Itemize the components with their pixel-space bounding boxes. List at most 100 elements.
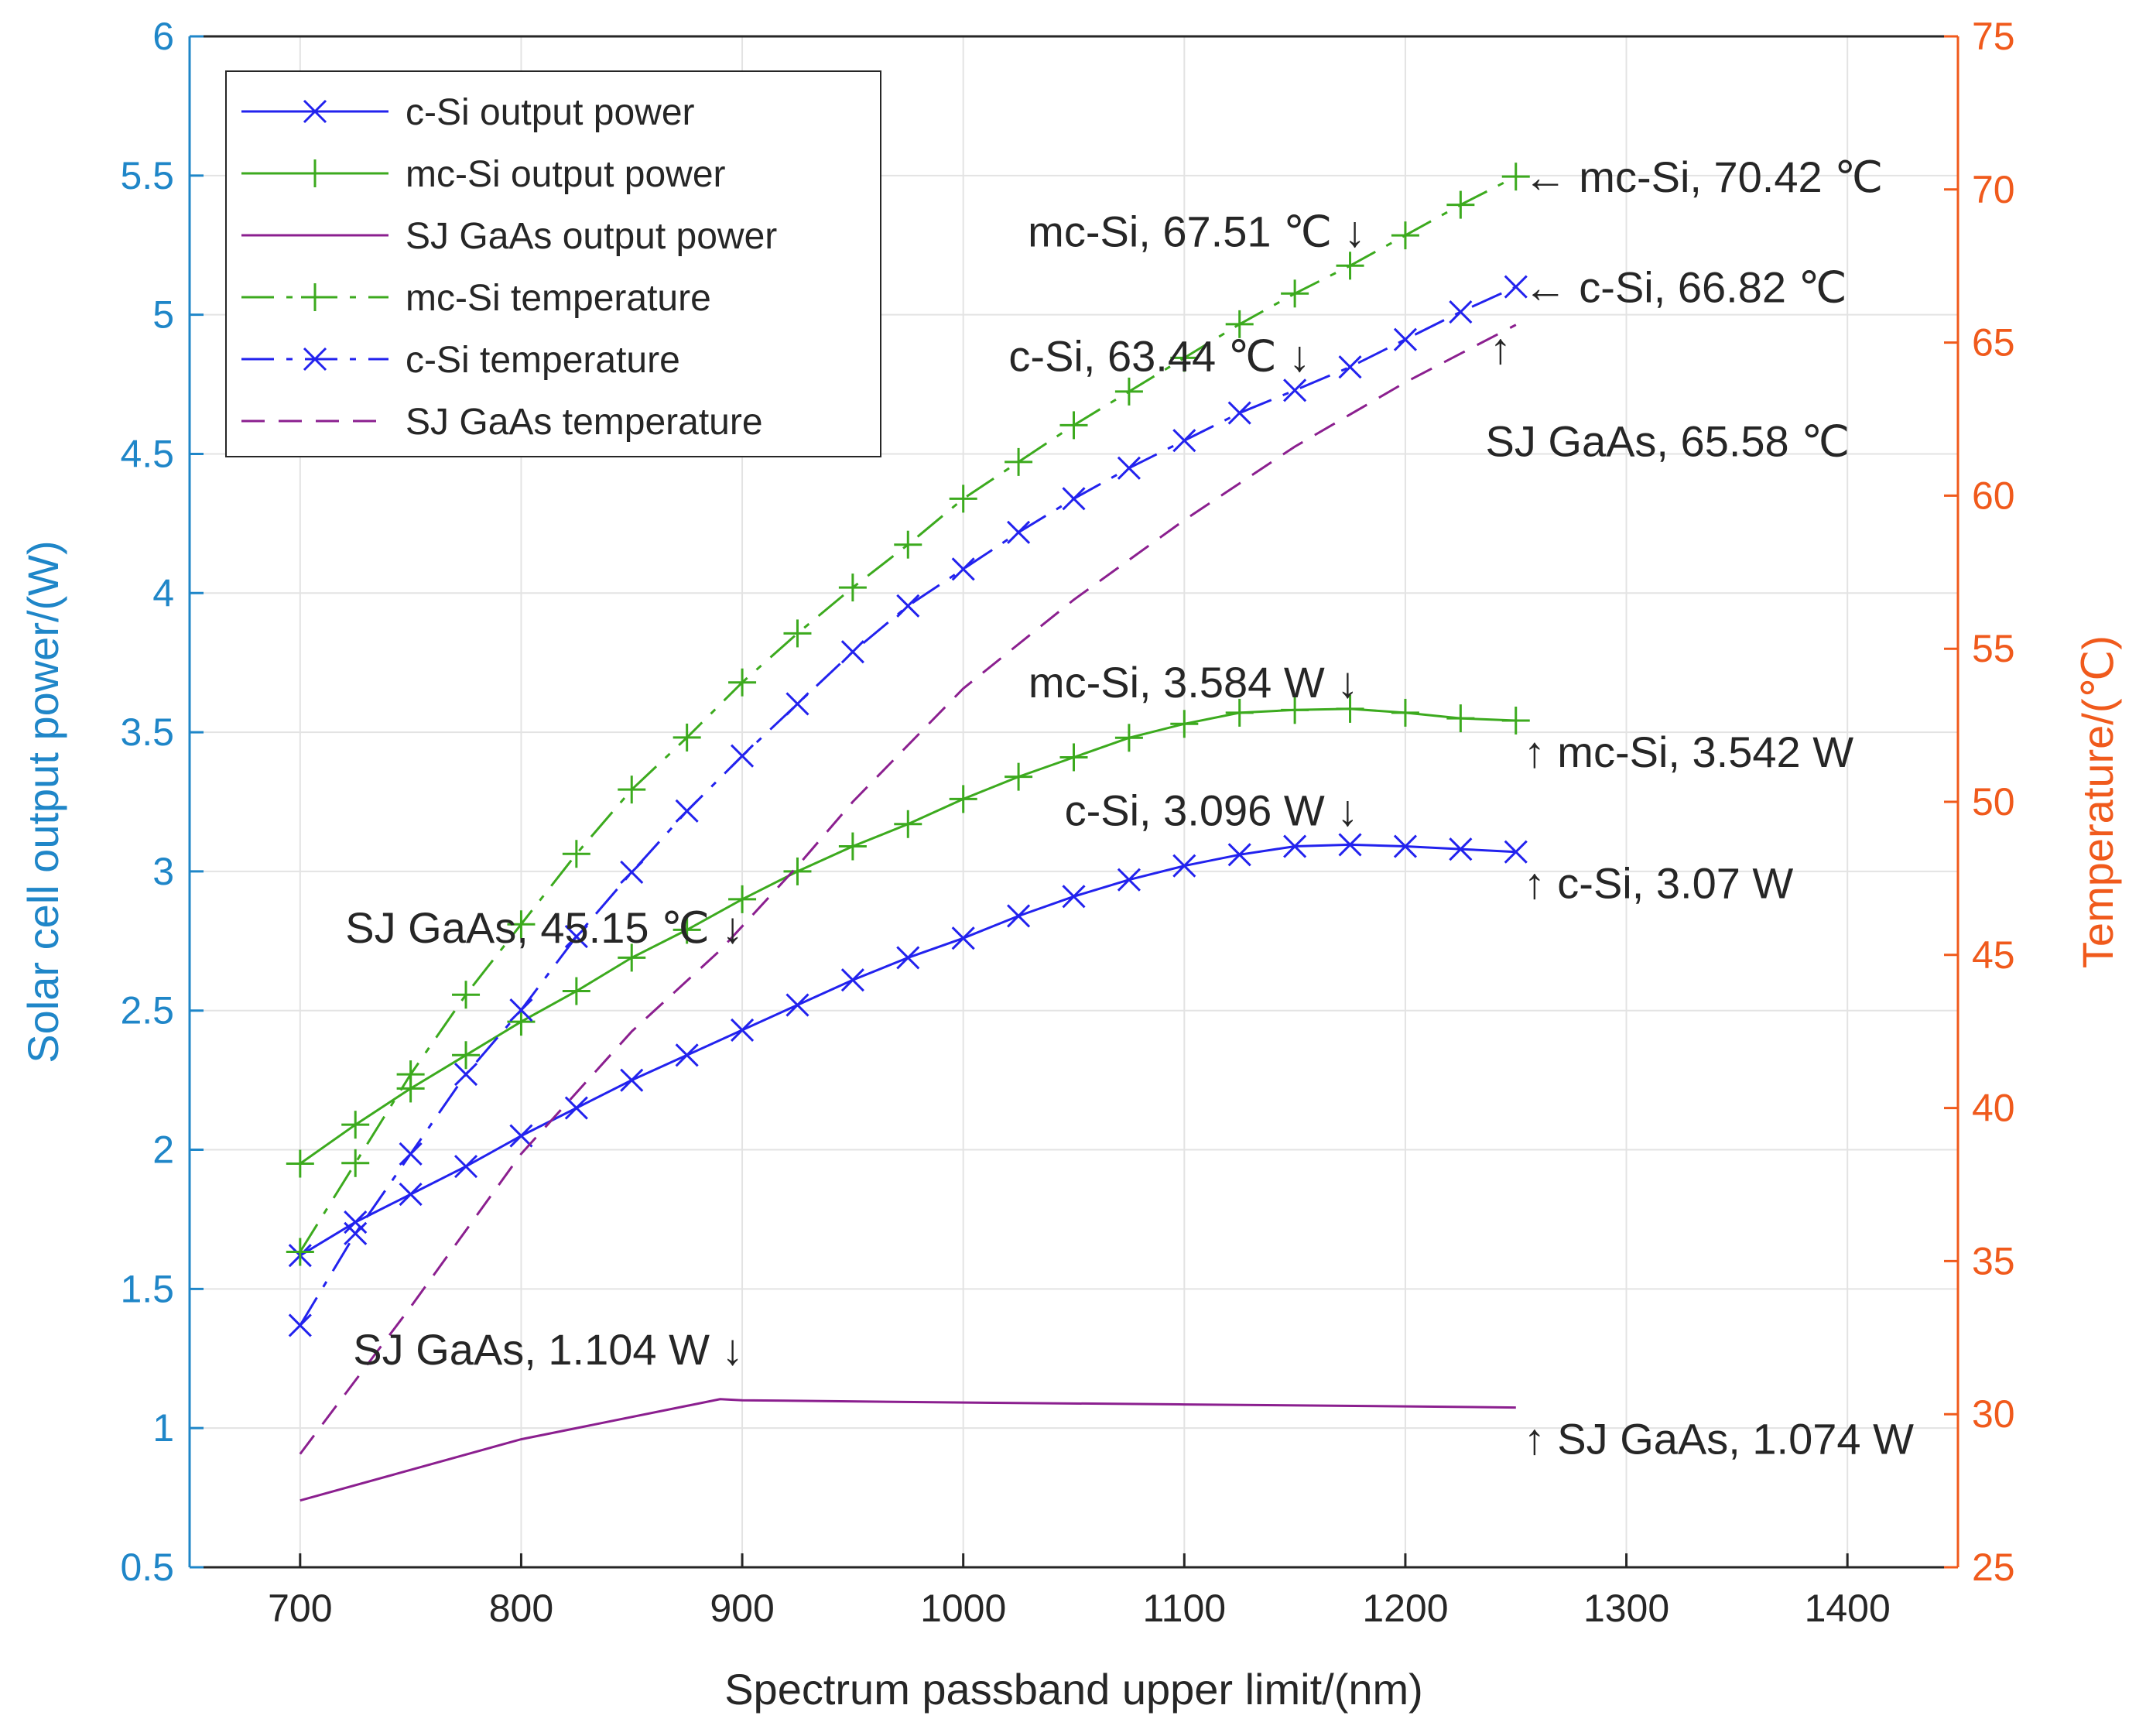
x-tick-label: 1100 <box>1143 1587 1227 1630</box>
annotation-label: SJ GaAs, 65.58 ℃ <box>1485 417 1850 466</box>
data-point-marker <box>1336 252 1364 280</box>
data-point-marker <box>1504 275 1528 299</box>
left-y-tick-label: 1.5 <box>120 1267 174 1310</box>
annotation-label: SJ GaAs, 45.15 ℃ ↓ <box>345 903 743 952</box>
data-point-marker <box>1062 487 1086 511</box>
data-point-marker <box>344 1221 368 1245</box>
data-point-marker <box>288 1313 312 1337</box>
data-point-marker <box>728 885 757 913</box>
right-y-tick-label: 75 <box>1972 15 2015 58</box>
data-point-marker <box>1449 300 1473 324</box>
data-point-marker <box>396 1060 425 1089</box>
marker-stroke <box>509 998 533 1022</box>
legend-label: c-Si output power <box>406 92 695 133</box>
left-y-tick-label: 3.5 <box>120 710 174 754</box>
left-y-tick-label: 1 <box>152 1406 174 1450</box>
data-point-marker <box>1005 447 1033 476</box>
left-y-tick-label: 5.5 <box>120 154 174 197</box>
x-tick-label: 900 <box>710 1587 774 1630</box>
data-point-marker <box>286 1149 314 1178</box>
marker-stroke <box>675 799 699 823</box>
data-point-marker <box>507 1008 536 1036</box>
left-y-tick-label: 3 <box>152 850 174 893</box>
legend-item: SJ GaAs output power <box>241 216 777 257</box>
data-point-marker <box>399 1142 423 1166</box>
marker-stroke <box>454 1155 478 1179</box>
data-point-marker <box>1283 834 1307 858</box>
marker-stroke <box>454 1063 478 1087</box>
annotation-label: ↑ SJ GaAs, 1.074 W <box>1524 1415 1914 1464</box>
left-y-tick-label: 2.5 <box>120 989 174 1032</box>
data-point-marker <box>1227 401 1251 425</box>
x-tick-label: 1200 <box>1362 1587 1448 1630</box>
data-point-marker <box>949 485 977 513</box>
data-point-marker <box>1338 833 1362 857</box>
data-point-marker <box>454 1063 478 1087</box>
data-point-marker <box>452 1041 481 1070</box>
right-y-axis-title: Temperature/(℃) <box>2073 635 2122 968</box>
data-point-marker <box>1446 704 1475 733</box>
x-tick-label: 1300 <box>1583 1587 1669 1630</box>
data-point-marker <box>1117 456 1141 480</box>
marker-stroke <box>509 1124 533 1148</box>
annotation-label: ↑ <box>1490 324 1511 373</box>
marker-stroke <box>896 594 920 618</box>
x-axis-title: Spectrum passband upper limit/(nm) <box>724 1665 1423 1714</box>
legend-label: SJ GaAs output power <box>406 216 777 257</box>
data-point-marker <box>509 1124 533 1148</box>
data-point-marker <box>785 993 809 1017</box>
series-group <box>286 163 1530 1502</box>
data-point-marker <box>1007 904 1031 928</box>
data-point-marker <box>1393 834 1417 858</box>
data-point-marker <box>1504 840 1528 864</box>
marker-stroke <box>951 557 975 581</box>
marker-stroke <box>1449 837 1473 861</box>
data-point-marker <box>452 981 481 1009</box>
x-tick-label: 1000 <box>920 1587 1006 1630</box>
data-point-marker <box>731 1018 755 1042</box>
data-point-marker <box>618 776 646 804</box>
axes: 700 800 900 1000 1100 1200 1300 1400 0.5 1 1.5 2 2.5… <box>19 15 2122 1714</box>
marker-stroke <box>675 1043 699 1067</box>
legend-item: c-Si temperature <box>241 340 680 381</box>
data-point-marker <box>675 1043 699 1067</box>
data-point-marker <box>1062 885 1086 909</box>
data-point-marker <box>1338 355 1362 379</box>
marker-stroke <box>731 744 755 768</box>
annotation-label: mc-Si, 67.51 ℃ ↓ <box>1028 207 1365 255</box>
data-point-marker <box>783 619 812 648</box>
data-point-marker <box>564 1096 588 1120</box>
marker-stroke <box>1393 327 1417 351</box>
marker-stroke <box>785 692 809 716</box>
legend-box <box>225 70 881 457</box>
data-point-marker <box>1501 163 1530 191</box>
data-point-marker <box>783 857 812 885</box>
marker-stroke <box>1393 834 1417 858</box>
right-y-tick-label: 50 <box>1972 780 2015 823</box>
data-point-marker <box>286 1238 314 1266</box>
legend-label: mc-Si temperature <box>406 278 711 319</box>
marker-stroke <box>564 1096 588 1120</box>
legend-item: mc-Si temperature <box>241 278 711 319</box>
marker-stroke <box>1062 487 1086 511</box>
marker-stroke <box>785 993 809 1017</box>
right-y-tick-label: 30 <box>1972 1392 2015 1436</box>
annotation-label: c-Si, 63.44 ℃ ↓ <box>1008 331 1310 380</box>
data-point-marker <box>1281 696 1309 724</box>
marker-stroke <box>1007 904 1031 928</box>
right-y-tick-label: 60 <box>1972 474 2015 517</box>
right-y-tick-label: 70 <box>1972 168 2015 211</box>
legend-label: c-Si temperature <box>406 340 680 381</box>
legend-label: mc-Si output power <box>406 154 726 195</box>
annotations: ← mc-Si, 70.42 ℃ ← c-Si, 66.82 ℃ ↑ SJ GaAs,… <box>345 152 1914 1463</box>
right-y-tick-label: 35 <box>1972 1239 2015 1282</box>
data-point-marker <box>1005 762 1033 791</box>
data-point-marker <box>1059 411 1088 440</box>
data-point-marker <box>894 810 922 838</box>
data-point-marker <box>838 832 867 861</box>
right-y-tick-label: 25 <box>1972 1546 2015 1589</box>
legend-item: mc-Si output power <box>241 154 726 195</box>
marker-stroke <box>399 1183 423 1207</box>
data-point-marker <box>344 1210 368 1234</box>
